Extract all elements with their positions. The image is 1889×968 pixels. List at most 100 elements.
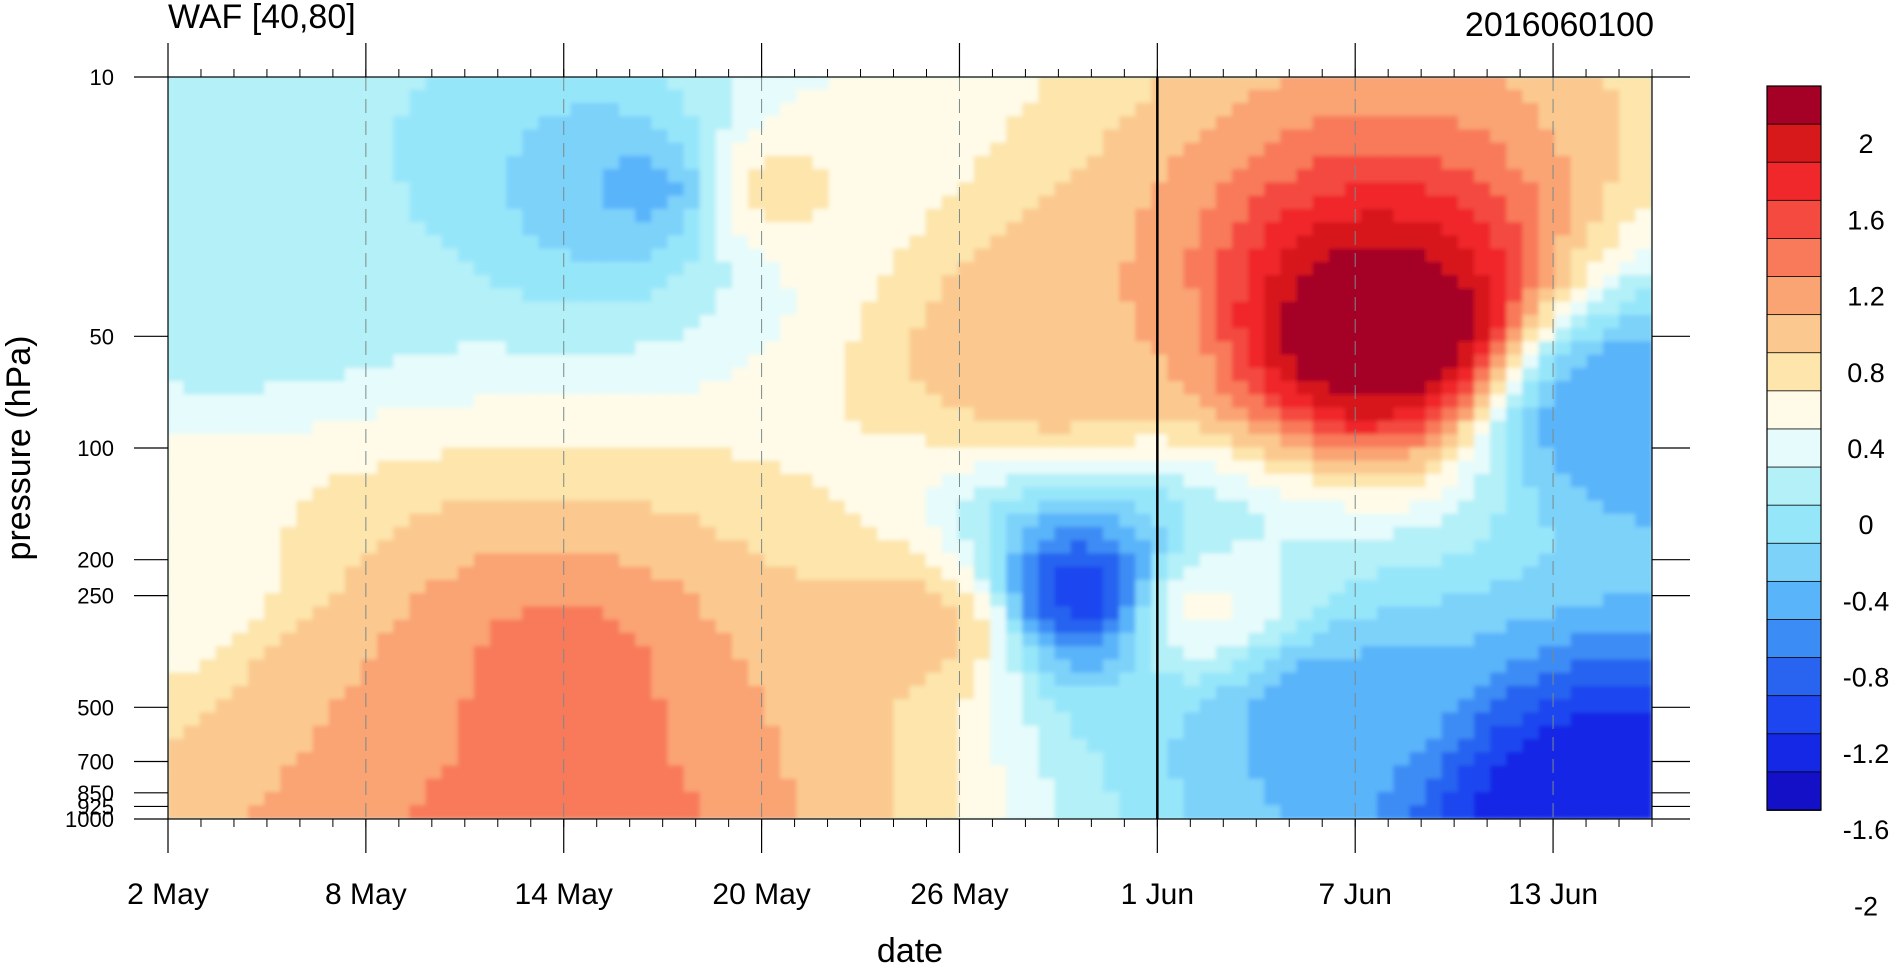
field-cell: [635, 116, 653, 131]
field-cell: [1119, 129, 1137, 144]
field-cell: [1296, 275, 1314, 290]
field-cell: [1441, 526, 1460, 542]
field-cell: [490, 248, 508, 264]
field-cell: [1538, 685, 1556, 701]
field-cell: [1280, 102, 1298, 118]
field-cell: [957, 619, 976, 635]
field-cell: [1425, 685, 1443, 701]
field-cell: [522, 553, 540, 568]
field-cell: [1409, 646, 1427, 661]
field-cell: [973, 301, 992, 317]
field-cell: [215, 261, 234, 277]
field-cell: [1344, 672, 1363, 688]
field-cell: [1248, 261, 1266, 277]
field-cell: [1425, 195, 1443, 211]
field-cell: [248, 301, 266, 317]
field-cell: [344, 791, 363, 807]
field-cell: [586, 473, 605, 489]
field-cell: [280, 447, 298, 462]
field-cell: [1377, 341, 1395, 356]
field-cell: [280, 805, 298, 819]
field-cell: [409, 208, 427, 224]
field-cell: [264, 725, 282, 741]
field-cell: [635, 765, 653, 780]
field-cell: [1119, 261, 1137, 277]
field-cell: [473, 129, 492, 144]
field-cell: [1425, 394, 1443, 409]
field-cell: [1102, 195, 1121, 211]
field-cell: [877, 208, 895, 224]
field-cell: [248, 77, 266, 91]
field-cell: [1393, 367, 1411, 383]
field-cell: [280, 275, 298, 290]
field-cell: [1296, 672, 1314, 688]
field-cell: [1183, 526, 1201, 542]
field-cell: [1522, 447, 1540, 462]
field-cell: [554, 195, 572, 211]
field-cell: [1377, 699, 1395, 714]
field-cell: [1312, 752, 1330, 767]
field-cell: [1006, 553, 1024, 568]
field-cell: [1086, 593, 1105, 608]
field-cell: [1248, 407, 1266, 423]
field-cell: [602, 593, 621, 608]
field-cell: [1473, 155, 1492, 171]
field-cell: [425, 142, 443, 158]
field-cell: [457, 540, 476, 555]
field-cell: [1199, 685, 1218, 701]
field-cell: [602, 699, 621, 714]
field-cell: [1167, 407, 1185, 423]
field-cell: [522, 593, 540, 608]
field-cell: [1119, 420, 1137, 436]
field-cell: [1151, 341, 1169, 356]
field-cell: [1102, 513, 1121, 529]
field-cell: [1538, 526, 1556, 542]
field-cell: [183, 169, 201, 184]
field-cell: [441, 672, 459, 688]
field-cell: [312, 155, 330, 171]
field-cell: [1538, 89, 1556, 105]
field-cell: [168, 248, 185, 264]
field-cell: [861, 314, 879, 330]
field-cell: [1135, 579, 1153, 595]
field-cell: [538, 778, 556, 794]
field-cell: [619, 540, 637, 555]
field-cell: [1006, 725, 1024, 741]
field-cell: [1232, 288, 1250, 303]
field-cell: [1022, 460, 1040, 476]
field-cell: [1522, 526, 1540, 542]
field-cell: [1377, 553, 1395, 568]
field-cell: [183, 487, 201, 502]
field-cell: [1070, 460, 1089, 476]
field-cell: [522, 155, 540, 171]
field-cell: [586, 195, 605, 211]
field-cell: [1506, 288, 1524, 303]
field-cell: [1361, 434, 1379, 449]
field-cell: [941, 526, 959, 542]
field-cell: [861, 712, 879, 727]
field-cell: [1280, 553, 1298, 568]
field-cell: [1441, 566, 1460, 582]
field-cell: [1248, 394, 1266, 409]
field-cell: [490, 420, 508, 436]
field-cell: [941, 579, 959, 595]
field-cell: [764, 646, 782, 661]
field-cell: [1312, 579, 1330, 595]
field-cell: [1070, 169, 1089, 184]
field-cell: [1586, 500, 1605, 515]
field-cell: [1570, 301, 1589, 317]
field-cell: [586, 420, 605, 436]
field-cell: [1490, 341, 1508, 356]
field-cell: [1344, 553, 1363, 568]
field-cell: [1151, 765, 1169, 780]
field-cell: [844, 699, 863, 714]
field-cell: [1377, 381, 1395, 396]
field-cell: [748, 712, 766, 727]
field-cell: [909, 341, 927, 356]
field-cell: [570, 460, 588, 476]
field-cell: [1377, 328, 1395, 343]
field-cell: [1006, 222, 1024, 237]
field-cell: [764, 447, 782, 462]
field-cell: [619, 381, 637, 396]
field-cell: [1457, 553, 1476, 568]
